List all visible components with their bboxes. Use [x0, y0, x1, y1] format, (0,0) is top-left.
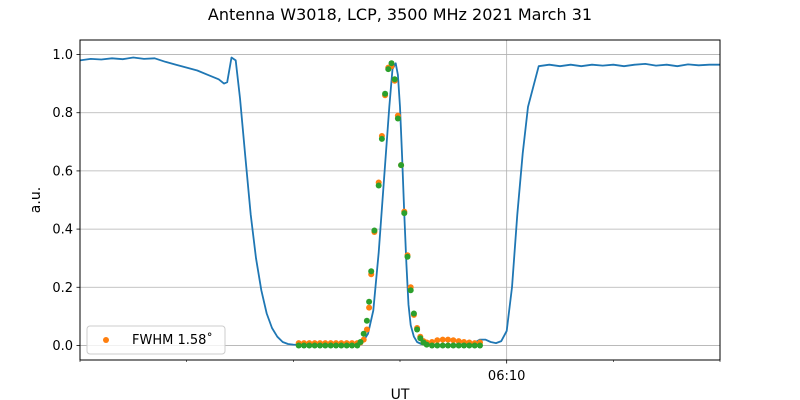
orange-point [455, 338, 462, 345]
legend-marker [103, 337, 109, 343]
plot-frame [79, 39, 721, 361]
y-tick-label: 0.6 [52, 164, 73, 179]
legend-box [86, 325, 226, 355]
green-point [322, 342, 329, 349]
green-point [429, 342, 435, 349]
green-point [423, 341, 430, 348]
y-tick-label: 0.0 [52, 339, 73, 354]
legend: FWHM 1.58˚ [86, 325, 226, 355]
orange-point [363, 326, 370, 333]
green-point [295, 342, 302, 349]
green-point [301, 342, 307, 349]
green-point [445, 342, 451, 349]
green-point [417, 335, 424, 342]
orange-point [434, 337, 441, 344]
y-tick-label: 0.4 [52, 223, 73, 238]
green-point [407, 287, 414, 294]
green-point [471, 342, 478, 349]
green-point [394, 115, 401, 122]
green-point [371, 227, 378, 234]
green-point [434, 342, 441, 349]
green-point [338, 342, 345, 349]
green-point [343, 342, 350, 349]
green-point [414, 326, 421, 333]
y-tick-label: 0.8 [52, 106, 73, 121]
green-point [363, 317, 370, 324]
green-point [327, 342, 334, 349]
plot-area [79, 56, 720, 346]
green-point [455, 342, 462, 349]
x-tick-label: 06:10 [488, 369, 525, 384]
green-point [391, 76, 398, 83]
green-point [385, 66, 392, 73]
green-point [404, 253, 411, 260]
green-point [378, 135, 385, 142]
green-point [360, 330, 367, 337]
legend-label: FWHM 1.58˚ [132, 332, 213, 348]
orange-point [366, 304, 373, 311]
green-point [317, 342, 323, 349]
green-point [349, 342, 355, 349]
green-point [466, 342, 473, 349]
green-point [306, 342, 313, 349]
y-axis: 0.0 0.2 0.4 0.6 0.8 1.0 [52, 48, 80, 354]
green-point [382, 90, 389, 97]
green-point [410, 310, 417, 317]
green-point [450, 342, 457, 349]
green-point [311, 342, 318, 349]
orange-point [445, 336, 451, 343]
green-point [388, 60, 395, 67]
series-line [79, 56, 720, 346]
y-tick-label: 0.2 [52, 281, 73, 296]
grid [80, 40, 720, 360]
green-point [357, 339, 364, 345]
x-axis: 06:10 [79, 360, 721, 384]
green-point [439, 342, 446, 349]
green-point [398, 162, 405, 169]
green-point [461, 342, 467, 349]
green-point [368, 268, 375, 275]
y-tick-label: 1.0 [52, 48, 73, 63]
green-point [375, 182, 382, 189]
y-axis-label: a.u. [28, 187, 44, 213]
green-point [401, 210, 408, 217]
orange-point [450, 337, 457, 344]
green-point [333, 342, 339, 349]
scatter-area [295, 60, 483, 349]
x-axis-label: UT [391, 387, 410, 400]
green-point [477, 342, 483, 349]
orange-point [439, 336, 446, 343]
chart-title: Antenna W3018, LCP, 3500 MHz 2021 March … [208, 5, 592, 24]
green-point [366, 298, 373, 305]
